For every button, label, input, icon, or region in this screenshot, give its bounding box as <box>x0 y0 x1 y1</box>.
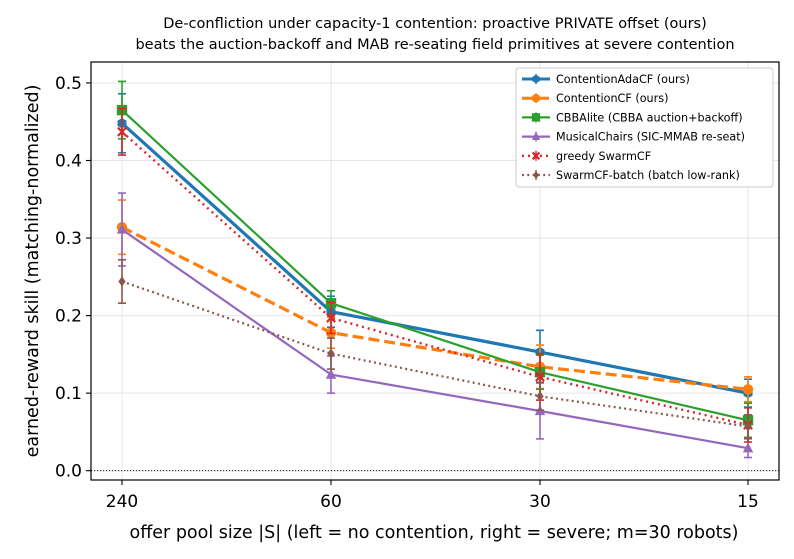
data-point-marker <box>325 368 337 379</box>
chart-title-line-2: beats the auction-backoff and MAB re-sea… <box>135 37 734 53</box>
data-point-marker <box>533 170 539 180</box>
data-point-marker <box>742 442 754 453</box>
data-point-marker <box>531 94 541 103</box>
data-point-marker <box>531 151 541 160</box>
series-line <box>121 130 749 427</box>
data-point-marker <box>118 276 126 287</box>
legend-item: SwarmCF-batch (batch low-rank) <box>522 169 740 182</box>
legend-label: ContentionCF (ours) <box>556 92 668 105</box>
y-tick-label: 0.4 <box>55 151 82 171</box>
legend-item: MusicalChairs (SIC-MMAB re-seat) <box>522 131 745 144</box>
y-tick-label: 0.1 <box>55 384 82 404</box>
y-tick-label: 0.3 <box>55 229 82 249</box>
chart-title-line-1: De-confliction under capacity-1 contenti… <box>163 16 707 32</box>
y-tick-label: 0.0 <box>55 462 82 482</box>
data-point-marker <box>532 74 540 84</box>
data-point-marker <box>535 371 545 382</box>
legend-label: greedy SwarmCF <box>556 150 651 163</box>
legend: ContentionAdaCF (ours) ContentionCF (ours… <box>515 67 774 188</box>
data-point-marker <box>744 421 752 432</box>
series-line <box>121 228 749 450</box>
x-tick-label: 15 <box>737 492 759 512</box>
data-point-marker <box>742 384 754 395</box>
series-4 <box>116 192 754 459</box>
data-point-marker <box>536 391 544 402</box>
series-line <box>120 122 749 395</box>
axis-ticks: 0.0 0.1 0.2 0.3 0.4 0.5 240 60 30 15 <box>55 74 759 512</box>
legend-label: ContentionAdaCF (ours) <box>556 73 690 86</box>
y-tick-label: 0.5 <box>55 74 82 94</box>
series-line <box>121 109 749 422</box>
data-point-marker <box>326 312 336 323</box>
data-point-marker <box>117 126 127 137</box>
legend-label: SwarmCF-batch (batch low-rank) <box>556 169 740 182</box>
legend-item: CBBAlite (CBBA auction+backoff) <box>522 111 743 124</box>
data-point-marker <box>531 113 541 122</box>
x-axis-label: offer pool size |S| (left = no contentio… <box>130 523 739 543</box>
legend-item: ContentionAdaCF (ours) <box>522 73 690 86</box>
x-tick-label: 30 <box>529 492 551 512</box>
legend-label: MusicalChairs (SIC-MMAB re-seat) <box>556 131 745 144</box>
legend-item: greedy SwarmCF <box>522 150 651 163</box>
legend-box <box>515 67 774 188</box>
data-point-marker <box>327 348 335 359</box>
series-layer <box>116 80 754 459</box>
y-axis-label: earned-reward skill (matching-normalized… <box>23 85 43 458</box>
y-tick-label: 0.2 <box>55 307 82 327</box>
series-6 <box>118 258 752 439</box>
x-tick-label: 60 <box>320 492 342 512</box>
data-point-marker <box>116 223 128 234</box>
plot-area-frame <box>90 61 780 481</box>
legend-label: CBBAlite (CBBA auction+backoff) <box>556 111 743 124</box>
legend-item: ContentionCF (ours) <box>522 92 668 105</box>
series-line <box>121 225 749 391</box>
data-point-marker <box>531 131 541 140</box>
x-tick-label: 240 <box>106 492 138 512</box>
